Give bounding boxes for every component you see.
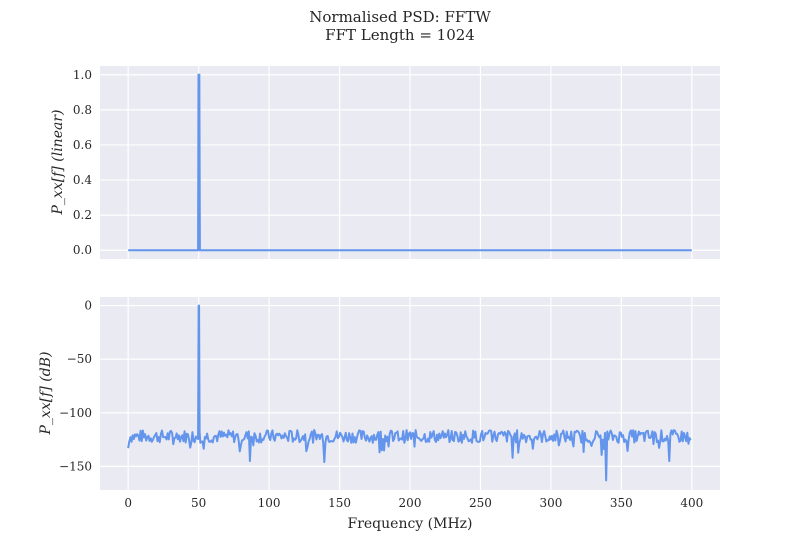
yticks-linear: 0.0 0.2 0.4 0.6 0.8 1.0 [73,68,92,257]
chart-title-line2: FFT Length = 1024 [325,26,475,44]
ytick-label: 0.2 [73,208,92,222]
xtick-label: 350 [610,496,633,510]
xtick-label: 200 [399,496,422,510]
xticks: 0 50 100 150 200 250 300 350 400 [124,496,703,510]
xtick-label: 150 [328,496,351,510]
xtick-label: 300 [539,496,562,510]
ytick-label: 0.4 [73,173,92,187]
ytick-label: 0.0 [73,243,92,257]
ylabel-db: P_xx[f] (dB) [38,352,54,436]
ytick-label: 0.6 [73,138,92,152]
ytick-label: −100 [59,406,92,420]
xtick-label: 250 [469,496,492,510]
xtick-label: 50 [191,496,206,510]
xtick-label: 400 [680,496,703,510]
ytick-label: 0 [84,299,92,313]
xlabel: Frequency (MHz) [347,516,472,532]
xtick-label: 100 [258,496,281,510]
panel-linear: 0.0 0.2 0.4 0.6 0.8 1.0 P_xx[f] (linear) [50,66,720,259]
series-line-linear [128,73,692,252]
series-line-db [127,304,692,482]
yticks-db: 0 −50 −100 −150 [59,299,92,474]
ytick-label: 1.0 [73,68,92,82]
gridlines-db [100,297,720,490]
ylabel-linear: P_xx[f] (linear) [50,110,66,216]
ytick-label: −50 [67,352,92,366]
ytick-label: −150 [59,459,92,473]
ytick-label: 0.8 [73,103,92,117]
panel-db: 0 −50 −100 −150 P_xx[f] (dB) [38,297,720,490]
chart-title-line1: Normalised PSD: FFTW [309,8,491,26]
xtick-label: 0 [124,496,132,510]
